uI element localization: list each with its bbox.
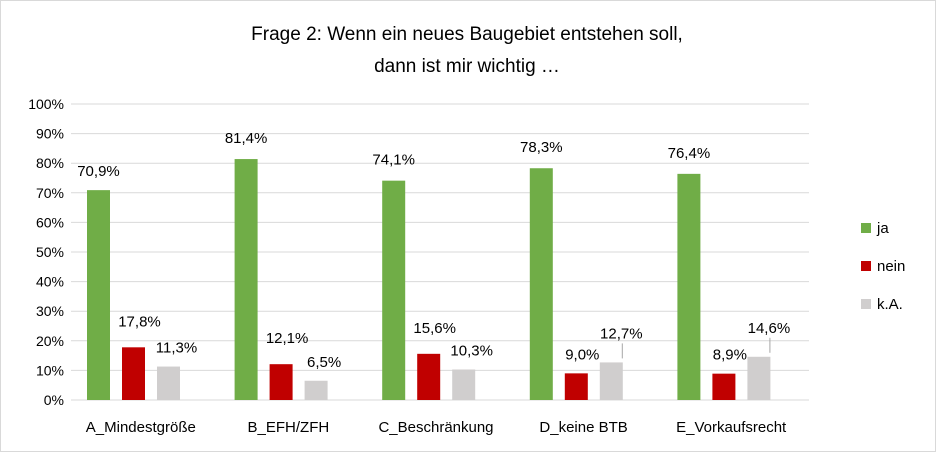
y-tick-label: 30%	[36, 303, 64, 319]
data-label: 12,7%	[600, 325, 643, 342]
y-tick-label: 10%	[36, 362, 64, 378]
bar-ka	[304, 380, 328, 400]
bar-nein	[269, 364, 293, 400]
category-label: C_Beschränkung	[378, 419, 493, 436]
y-tick-label: 50%	[36, 244, 64, 260]
legend-label: nein	[877, 258, 905, 275]
data-labels: 70,9% 17,8% 11,3% 81,4% 12,1% 6,5% 74,1% 15,6% 1…	[77, 130, 790, 371]
data-label: 78,3%	[520, 139, 563, 156]
y-tick-label: 70%	[36, 185, 64, 201]
bar-ja	[382, 180, 406, 400]
chart-title-line-2: dann ist mir wichtig …	[374, 56, 560, 77]
bar-nein	[712, 373, 736, 400]
bar-ka	[157, 366, 180, 400]
data-label: 70,9%	[77, 163, 120, 180]
chart-title-line-1: Frage 2: Wenn ein neues Baugebiet entste…	[251, 24, 683, 45]
bar-ka	[452, 369, 476, 400]
x-axis-categories: A_Mindestgröße B_EFH/ZFH C_Beschränkung D_k…	[86, 419, 787, 436]
data-label: 11,3%	[156, 340, 197, 357]
y-tick-label: 40%	[36, 274, 64, 290]
data-label: 14,6%	[748, 320, 791, 337]
legend-label: k.A.	[877, 296, 903, 313]
data-label: 76,4%	[668, 145, 711, 162]
bar-ja	[529, 168, 553, 400]
data-label: 9,0%	[565, 346, 599, 363]
leader-lines	[621, 337, 771, 359]
y-tick-label: 90%	[36, 126, 64, 142]
data-label: 6,5%	[307, 354, 341, 371]
bar-nein	[564, 373, 588, 400]
category-label: B_EFH/ZFH	[248, 419, 330, 436]
bar-ka	[747, 356, 771, 400]
data-label: 15,6%	[413, 320, 456, 337]
data-label: 74,1%	[372, 152, 415, 169]
data-label: 8,9%	[713, 347, 747, 364]
y-tick-label: 60%	[36, 214, 64, 230]
legend-swatch	[861, 261, 871, 271]
bar-nein	[122, 347, 145, 400]
bar-ja	[234, 159, 258, 400]
bar-ka	[599, 362, 623, 400]
legend: ja nein k.A.	[861, 220, 905, 313]
y-tick-label: 0%	[44, 392, 64, 408]
bars	[87, 159, 771, 400]
y-tick-label: 80%	[36, 155, 64, 171]
y-axis-ticks: 0% 10% 20% 30% 40% 50% 60% 70% 80% 90% 100%	[28, 96, 64, 408]
y-tick-label: 100%	[28, 96, 64, 112]
data-label: 12,1%	[266, 330, 309, 347]
bar-nein	[417, 353, 441, 400]
category-label: E_Vorkaufsrecht	[676, 419, 787, 436]
legend-swatch	[861, 299, 871, 309]
y-tick-label: 20%	[36, 333, 64, 349]
legend-swatch	[861, 223, 871, 233]
data-label: 81,4%	[225, 130, 268, 147]
category-label: D_keine BTB	[539, 419, 627, 436]
gridlines	[71, 103, 809, 401]
legend-label: ja	[876, 220, 889, 237]
category-label: A_Mindestgröße	[86, 419, 196, 436]
bar-ja	[87, 190, 110, 400]
data-label: 17,8%	[118, 313, 161, 330]
data-label: 10,3%	[450, 343, 493, 360]
chart-title: Frage 2: Wenn ein neues Baugebiet entste…	[251, 24, 683, 77]
bar-ja	[677, 173, 701, 400]
